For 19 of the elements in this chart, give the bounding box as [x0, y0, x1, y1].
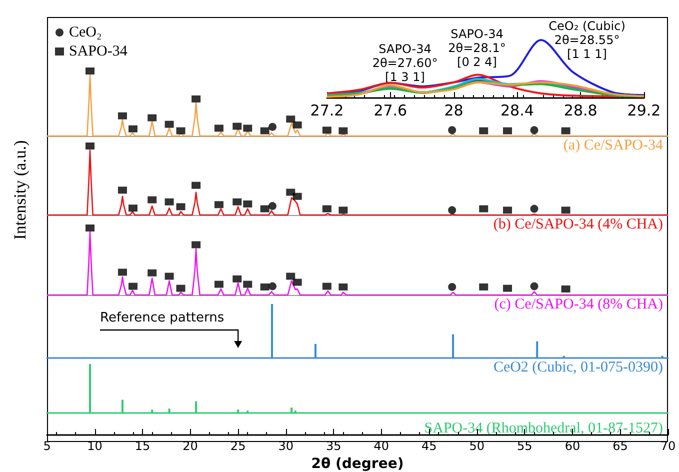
series-label: CeO2 (Cubic, 01-075-0390)	[493, 360, 663, 376]
annotation: Reference patterns	[100, 310, 224, 326]
series-label: (a) Ce/SAPO-34	[563, 138, 664, 154]
annotation: SAPO-34 2θ=28.1° [0 2 4]	[448, 27, 506, 69]
x-axis-title: 2θ (degree)	[311, 456, 404, 472]
x-tick-label: 29.2	[627, 102, 661, 120]
annotation: CeO₂ (Cubic) 2θ=28.55° [1 1 1]	[548, 19, 626, 61]
legend-label: SAPO-34	[69, 44, 128, 60]
x-tick-label: 27.6	[374, 102, 408, 120]
x-tick-label: 28	[444, 102, 464, 120]
legend-label: CeO₂	[69, 24, 102, 40]
x-tick-label: 28.8	[564, 102, 598, 120]
x-tick-label: 28.4	[500, 102, 534, 120]
text: SAPO-34 (Rhombohedral, 01-87-1527)	[424, 420, 663, 436]
x-tick-label: 27.2	[310, 102, 344, 120]
annotation: SAPO-34 2θ=27.60° [1 3 1]	[372, 42, 438, 84]
series-label: (c) Ce/SAPO-34 (8% CHA)	[494, 296, 663, 312]
series-label: (b) Ce/SAPO-34 (4% CHA)	[493, 216, 663, 232]
y-axis-title: Intensity (a.u.)	[10, 140, 30, 240]
